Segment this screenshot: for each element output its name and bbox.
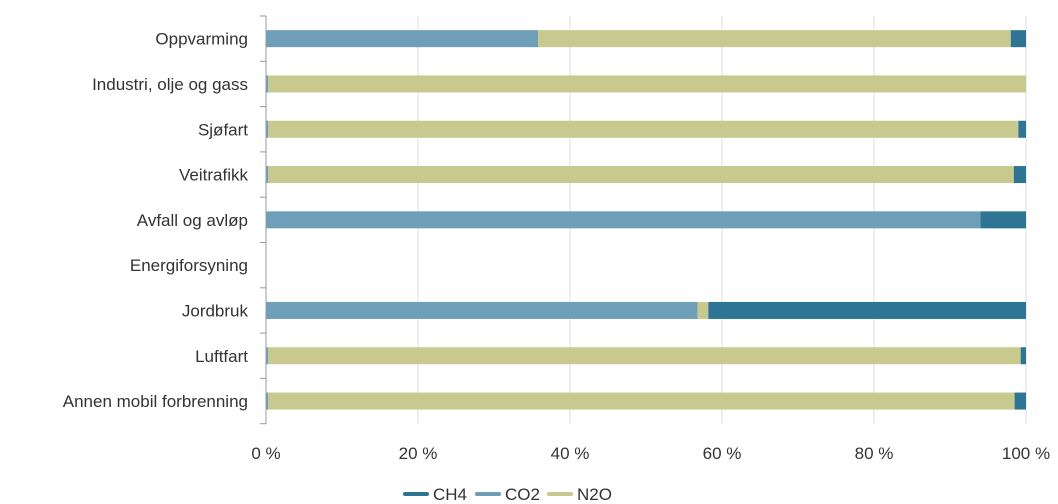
bar-ch4-luftfart: [1020, 347, 1026, 365]
category-label-avfall-og-avløp: Avfall og avløp: [137, 211, 248, 230]
x-tick-label: 20 %: [399, 444, 438, 463]
category-label-energiforsyning: Energiforsyning: [130, 256, 248, 275]
bar-n2o-industri-olje-og-gass: [268, 75, 1026, 93]
category-label-industri-olje-og-gass: Industri, olje og gass: [92, 75, 248, 94]
bar-ch4-oppvarming: [1010, 30, 1026, 48]
legend-label-co2: CO2: [505, 485, 540, 504]
x-tick-label: 0 %: [251, 444, 280, 463]
category-label-oppvarming: Oppvarming: [155, 30, 248, 49]
bar-ch4-annen-mobil-forbrenning: [1014, 392, 1026, 410]
category-label-jordbruk: Jordbruk: [182, 301, 249, 320]
bar-n2o-veitrafikk: [268, 166, 1014, 184]
x-tick-label: 80 %: [855, 444, 894, 463]
legend-label-ch4: CH4: [433, 485, 467, 504]
bar-co2-sjøfart: [266, 120, 269, 138]
bar-co2-jordbruk: [266, 301, 698, 319]
category-labels: Oppvarming Industri, olje og gass Sjøfart V…: [63, 30, 249, 411]
x-tick-label: 60 %: [703, 444, 742, 463]
legend: CH4 CO2 N2O: [403, 485, 612, 504]
category-label-annen-mobil-forbrenning: Annen mobil forbrenning: [63, 392, 248, 411]
bar-n2o-oppvarming: [538, 30, 1011, 48]
bar-n2o-annen-mobil-forbrenning: [268, 392, 1015, 410]
bar-co2-oppvarming: [266, 30, 539, 48]
bar-ch4-sjøfart: [1018, 120, 1026, 138]
category-label-luftfart: Luftfart: [195, 347, 248, 366]
x-tick-label: 100 %: [1002, 444, 1050, 463]
x-tick-labels: 0 % 20 % 40 % 60 % 80 % 100 %: [251, 444, 1050, 463]
category-label-veitrafikk: Veitrafikk: [179, 166, 248, 185]
bar-n2o-jordbruk: [697, 301, 709, 319]
bar-ch4-avfall-og-avløp: [980, 211, 1026, 229]
bar-n2o-luftfart: [268, 347, 1021, 365]
bar-co2-industri-olje-og-gass: [266, 75, 269, 93]
bar-co2-avfall-og-avløp: [266, 211, 981, 229]
bars: [266, 30, 1026, 410]
category-label-sjøfart: Sjøfart: [198, 120, 248, 139]
legend-label-n2o: N2O: [577, 485, 612, 504]
bar-co2-annen-mobil-forbrenning: [266, 392, 269, 410]
bar-co2-luftfart: [266, 347, 269, 365]
bar-ch4-veitrafikk: [1013, 166, 1026, 184]
bar-co2-veitrafikk: [266, 166, 269, 184]
x-tick-label: 40 %: [551, 444, 590, 463]
category-axis: [260, 15, 267, 425]
bar-n2o-sjøfart: [268, 120, 1019, 138]
bar-ch4-jordbruk: [708, 301, 1026, 319]
